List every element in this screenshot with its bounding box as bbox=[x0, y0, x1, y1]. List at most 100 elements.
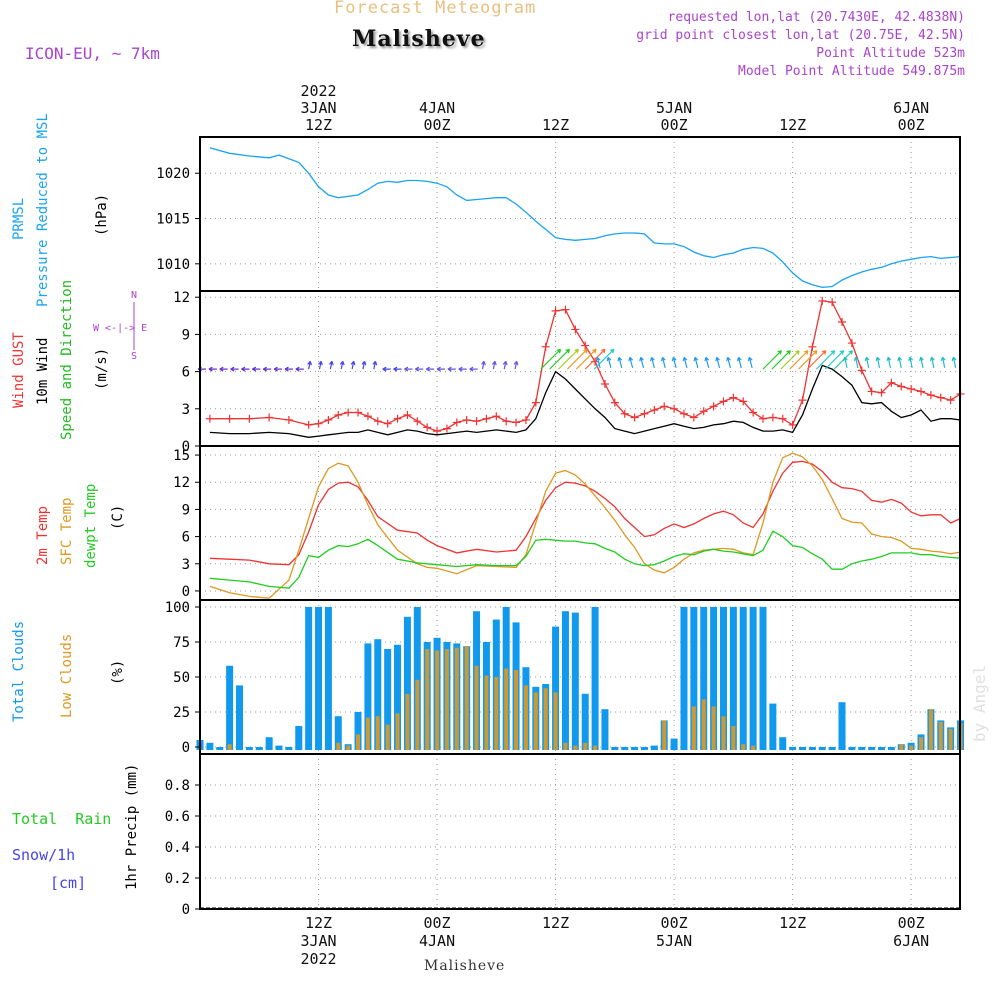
top-time-label: 2022 bbox=[300, 82, 336, 100]
total-cloud-bar bbox=[670, 738, 678, 750]
gust-marker bbox=[838, 318, 847, 326]
gust-marker bbox=[729, 393, 738, 402]
prmsl-line bbox=[209, 147, 961, 289]
total-cloud-bar bbox=[315, 607, 323, 750]
wind-arrow bbox=[897, 356, 903, 368]
sfc-temp-line bbox=[209, 452, 961, 599]
total-cloud-bar bbox=[413, 607, 421, 750]
gust-marker bbox=[393, 414, 402, 423]
wind-arrow bbox=[789, 350, 809, 370]
total-cloud-bar bbox=[779, 737, 787, 750]
location-title: Malisheve bbox=[352, 26, 486, 52]
pressure-panel-frame bbox=[199, 136, 961, 292]
gust-marker bbox=[265, 413, 274, 422]
wind-arrow bbox=[350, 360, 356, 370]
total-clouds-label: Total Clouds bbox=[11, 621, 27, 722]
wind-labels: Wind GUST 10m Wind Speed and Direction (… bbox=[11, 280, 147, 440]
top-time-label: 00Z bbox=[661, 116, 688, 134]
gust-marker bbox=[739, 397, 748, 406]
low-cloud-bar bbox=[385, 724, 390, 750]
y-tick-label: 9 bbox=[182, 502, 190, 518]
low-cloud-bar bbox=[346, 745, 351, 750]
gust-marker bbox=[640, 409, 649, 418]
total-cloud-bar bbox=[650, 745, 658, 750]
compass-we: W <-|-> E bbox=[93, 323, 147, 334]
wind-gust-line bbox=[209, 300, 961, 432]
wind-arrow bbox=[361, 360, 367, 370]
low-cloud-bar bbox=[356, 734, 361, 750]
gust-marker bbox=[788, 420, 797, 429]
low-cloud-bar bbox=[711, 706, 716, 750]
low-cloud-bar bbox=[573, 745, 578, 750]
wind-arrow bbox=[584, 348, 606, 370]
low-cloud-bar bbox=[514, 670, 519, 750]
gust-marker bbox=[650, 406, 659, 415]
temp-panel-frame bbox=[199, 445, 961, 601]
gust-marker bbox=[561, 305, 570, 314]
y-tick-label: 9 bbox=[182, 327, 190, 343]
wind-arrow bbox=[382, 366, 391, 372]
wind-arrow bbox=[593, 348, 615, 370]
wind-arrow bbox=[372, 360, 378, 370]
footer-location: Malisheve bbox=[424, 958, 506, 974]
wind-arrow bbox=[617, 356, 623, 369]
gust-marker bbox=[719, 397, 728, 406]
total-cloud-bar bbox=[838, 702, 846, 750]
total-cloud-bar bbox=[858, 747, 866, 750]
bottom-time-label: 12Z bbox=[542, 914, 569, 932]
total-cloud-bar bbox=[759, 607, 767, 750]
y-tick-label: 75 bbox=[173, 635, 190, 651]
wind-arrow bbox=[208, 366, 217, 372]
gust-marker bbox=[699, 407, 708, 416]
gust-marker bbox=[413, 417, 422, 426]
chart-title: Forecast Meteogram bbox=[334, 0, 537, 18]
low-cloud-bar bbox=[533, 692, 538, 750]
gust-marker bbox=[907, 384, 916, 393]
wind-arrow bbox=[807, 350, 827, 370]
direction-label: Speed and Direction bbox=[59, 280, 75, 440]
wind-arrow bbox=[307, 360, 313, 370]
gust-marker bbox=[245, 414, 254, 423]
low-cloud-bar bbox=[721, 716, 726, 750]
wind-arrow bbox=[425, 366, 435, 372]
y-tick-label: 50 bbox=[173, 670, 190, 686]
wind-arrow bbox=[853, 356, 859, 368]
gust-marker bbox=[403, 411, 412, 419]
wind-arrow bbox=[458, 366, 467, 372]
wind-arrow bbox=[639, 356, 645, 369]
gust-marker bbox=[758, 414, 767, 423]
gust-marker bbox=[867, 387, 876, 396]
total-cloud-bar bbox=[226, 665, 234, 750]
low-cloud-bar bbox=[474, 665, 479, 750]
low-cloud-bar bbox=[948, 728, 953, 750]
gust-marker bbox=[284, 415, 293, 424]
low-cloud-bar bbox=[395, 713, 400, 750]
gust-marker bbox=[482, 414, 491, 423]
wind-arrow bbox=[513, 360, 519, 370]
gust-marker bbox=[551, 306, 560, 315]
wind-arrow bbox=[951, 356, 957, 368]
bottom-time-label: 3JAN bbox=[300, 932, 336, 950]
wind-arrow bbox=[940, 356, 946, 368]
low-cloud-bar bbox=[583, 742, 588, 750]
gust-marker bbox=[936, 393, 945, 402]
total-cloud-bar bbox=[571, 612, 579, 750]
total-cloud-bar bbox=[640, 747, 648, 750]
wind-arrow bbox=[284, 366, 293, 372]
gust-marker bbox=[304, 420, 313, 429]
wind-arrow bbox=[628, 356, 634, 369]
y-tick-label: 15 bbox=[173, 448, 190, 464]
wind-arrow bbox=[241, 366, 250, 372]
y-tick-label: 12 bbox=[173, 475, 190, 491]
gust-marker bbox=[897, 382, 906, 391]
y-tick-label: 0 bbox=[182, 439, 190, 455]
gust-marker bbox=[314, 419, 323, 428]
low-cloud-bar bbox=[405, 693, 410, 750]
total-cloud-bar bbox=[236, 685, 244, 750]
pressure-label-2: Pressure Reduced to MSL bbox=[35, 113, 51, 307]
low-cloud-bar bbox=[741, 744, 746, 750]
wind-arrow bbox=[491, 360, 497, 370]
gust-marker bbox=[778, 414, 787, 423]
gust-marker bbox=[709, 402, 718, 411]
model-altitude: Model Point Altitude 549.875m bbox=[738, 64, 965, 79]
